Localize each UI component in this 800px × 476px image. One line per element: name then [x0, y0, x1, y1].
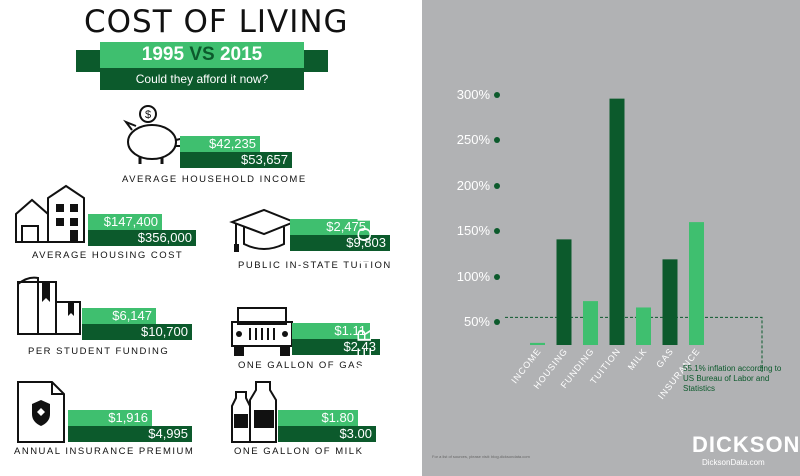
car-icon: [231, 307, 293, 356]
tuition-2015-bar: $9,803: [290, 235, 390, 251]
insurance-1995-bar: $1,916: [68, 410, 152, 426]
piggy-bank-icon: $: [123, 105, 185, 164]
insurance-document-icon: [17, 381, 65, 443]
year-2015: 2015: [219, 44, 263, 65]
gas-1995-bar: $1.11: [292, 323, 370, 339]
page-title: COST OF LIVING: [84, 4, 349, 40]
graduation-cap-icon: [229, 208, 297, 252]
y-tick-label: 300%: [456, 87, 490, 102]
bar-income: [530, 342, 545, 345]
y-tick-dot: [494, 319, 500, 325]
houses-icon: [15, 184, 85, 243]
year-1995: 1995: [141, 44, 185, 65]
milk-1995-bar: $1.80: [278, 410, 358, 426]
tuition-label: PUBLIC IN-STATE TUITION: [238, 260, 392, 271]
funding-label: PER STUDENT FUNDING: [28, 346, 170, 357]
bar-milk: [636, 307, 651, 345]
housing-1995-bar: $147,400: [88, 214, 162, 230]
bar-housing: [556, 239, 572, 345]
y-tick-label: 50%: [463, 314, 490, 329]
bar-tuition: [609, 98, 625, 345]
housing-2015-bar: $356,000: [88, 230, 196, 246]
y-tick-label: 100%: [456, 268, 490, 284]
subtitle: Could they afford it now?: [100, 68, 304, 90]
tuition-1995-bar: $2,475: [290, 219, 370, 235]
books-icon: [17, 276, 81, 335]
income-label: AVERAGE HOUSEHOLD INCOME: [122, 174, 307, 185]
income-1995-bar: $42,235: [180, 136, 260, 152]
bar-funding: [583, 301, 598, 345]
y-tick-dot: [494, 137, 500, 144]
insurance-2015-bar: $4,995: [68, 426, 192, 442]
years-ribbon: 1995 VS 2015: [100, 42, 304, 68]
insurance-label: ANNUAL INSURANCE PREMIUM: [14, 446, 195, 457]
funding-1995-bar: $6,147: [82, 308, 156, 324]
milk-bottles-icon: [231, 381, 277, 443]
brand-logo: DICKSON: [692, 432, 800, 457]
y-tick-label: 150%: [456, 223, 490, 239]
income-2015-bar: $53,657: [180, 152, 292, 168]
y-tick-dot: [494, 273, 500, 280]
vs-text: VS: [189, 44, 215, 65]
y-tick-label: 200%: [456, 177, 490, 193]
reference-note: 55.1% inflation according to US Bureau o…: [683, 364, 782, 393]
bar-gas: [662, 259, 678, 345]
gas-label: ONE GALLON OF GAS: [238, 360, 364, 371]
y-tick-dot: [494, 182, 500, 189]
gas-2015-bar: $2.43: [292, 339, 380, 355]
y-tick-dot: [494, 92, 500, 98]
housing-label: AVERAGE HOUSING COST: [32, 250, 184, 261]
milk-label: ONE GALLON OF MILK: [234, 446, 364, 457]
funding-2015-bar: $10,700: [82, 324, 192, 340]
y-tick-dot: [494, 228, 500, 235]
brand-url: DicksonData.com: [702, 458, 765, 467]
y-axis-label: PERCENT OF INFLATION: [355, 52, 376, 378]
svg-text:$: $: [145, 109, 151, 121]
x-tick-label: GAS: [654, 346, 675, 370]
y-tick-label: 250%: [456, 132, 490, 148]
x-tick-label: MILK: [626, 346, 649, 372]
milk-2015-bar: $3.00: [278, 426, 376, 442]
bar-insurance: [689, 222, 704, 345]
footnote: For a list of sources, please visit: blo…: [432, 454, 530, 459]
left-panel: COST OF LIVING 1995 VS 2015 Could they a…: [14, 4, 392, 457]
